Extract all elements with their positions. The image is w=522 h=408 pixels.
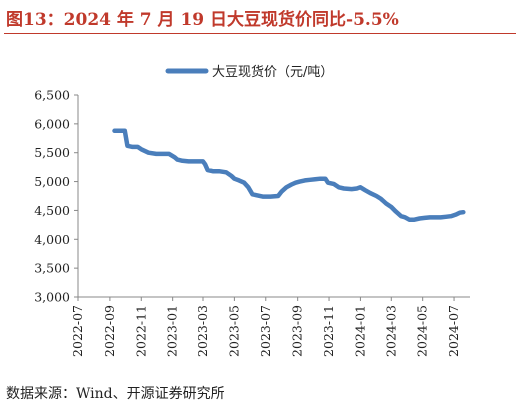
y-tick-label: 3,000 <box>34 290 70 305</box>
x-axis: 2022-07 2022-09 2022-11 2023-01 2023-03 2023-… <box>70 296 470 357</box>
source-note: 数据来源：Wind、开源证券研究所 <box>6 386 225 402</box>
chart: 大豆现货价（元/吨） 3,000 3,500 4,000 4,500 5,000 5,50… <box>34 64 470 357</box>
y-tick-label: 6,000 <box>34 116 70 131</box>
figure-title: 图13：2024 年 7 月 19 日大豆现货价同比-5.5% <box>6 10 399 30</box>
y-tick-label: 3,500 <box>34 261 70 276</box>
y-axis: 3,000 3,500 4,000 4,500 5,000 5,500 6,000 6,500 <box>34 88 79 305</box>
y-tick-label: 5,500 <box>34 145 70 160</box>
x-tick-label: 2024-07 <box>446 305 461 357</box>
x-tick-label: 2022-11 <box>133 305 148 357</box>
x-tick-label: 2023-05 <box>226 305 241 357</box>
title-divider <box>4 33 516 34</box>
x-tick-label: 2023-03 <box>195 305 210 357</box>
x-tick-label: 2024-03 <box>383 305 398 357</box>
x-tick-label: 2023-11 <box>321 305 336 357</box>
x-tick-label: 2023-07 <box>258 305 273 357</box>
y-tick-label: 4,000 <box>34 232 70 247</box>
x-tick-label: 2024-05 <box>415 305 430 357</box>
series-line-0 <box>112 128 466 222</box>
y-tick-label: 4,500 <box>34 203 70 218</box>
legend-label: 大豆现货价（元/吨） <box>212 64 333 80</box>
series-group <box>112 128 466 222</box>
legend: 大豆现货价（元/吨） <box>165 64 333 80</box>
x-tick-label: 2024-01 <box>352 305 367 357</box>
y-tick-label: 5,000 <box>34 174 70 189</box>
x-tick-label: 2023-09 <box>290 305 305 357</box>
y-tick-label: 6,500 <box>34 88 70 103</box>
x-tick-label: 2023-01 <box>165 305 180 357</box>
x-tick-label: 2022-07 <box>70 305 85 357</box>
x-tick-label: 2022-09 <box>102 305 117 357</box>
